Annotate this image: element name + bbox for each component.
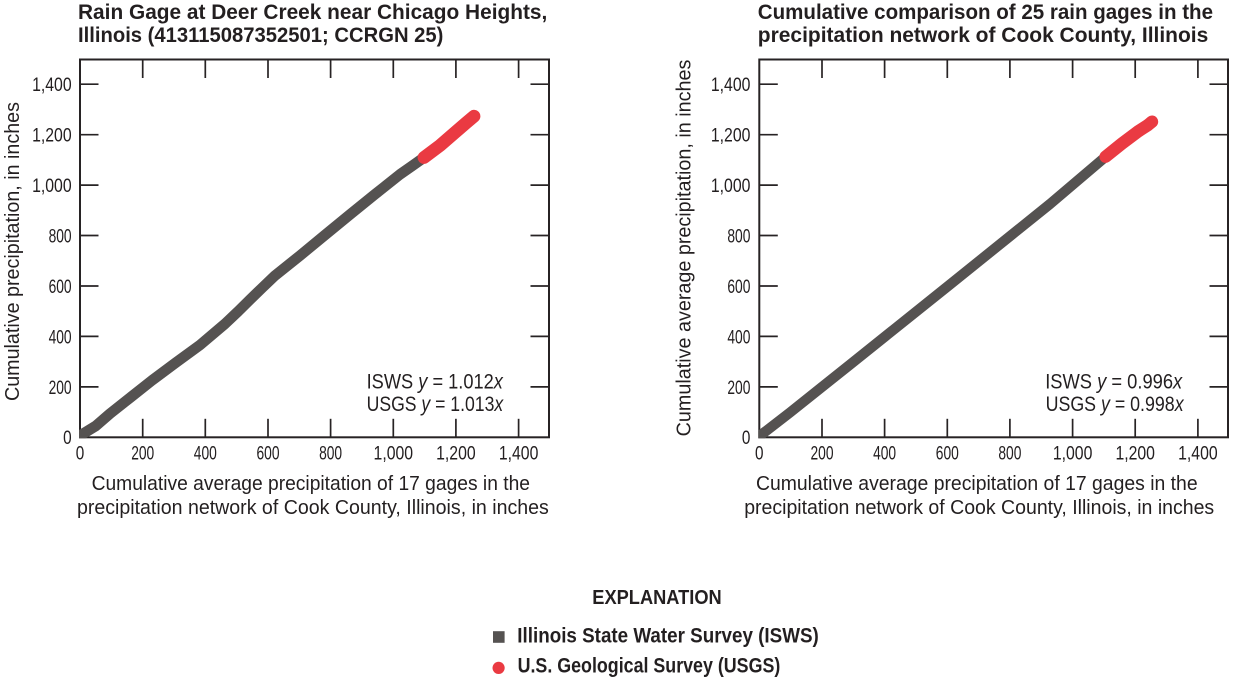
- svg-text:precipitation network of Cook: precipitation network of Cook County, Il…: [744, 497, 1214, 519]
- svg-text:1,200: 1,200: [436, 443, 476, 464]
- svg-text:0: 0: [76, 443, 85, 464]
- svg-text:Cumulative precipitation, in i: Cumulative precipitation, in inches: [2, 102, 24, 401]
- svg-text:200: 200: [49, 378, 72, 399]
- svg-text:0: 0: [742, 428, 751, 449]
- svg-text:1,000: 1,000: [711, 176, 751, 197]
- svg-text:800: 800: [49, 226, 72, 247]
- svg-text:Rain Gage at Deer Creek near C: Rain Gage at Deer Creek near Chicago Hei…: [78, 1, 547, 24]
- svg-text:1,400: 1,400: [32, 75, 72, 96]
- svg-text:600: 600: [49, 277, 72, 298]
- svg-text:Cumulative comparison of 25 ra: Cumulative comparison of 25 rain gages i…: [758, 1, 1213, 24]
- svg-text:600: 600: [257, 443, 280, 464]
- svg-text:Cumulative average precipitati: Cumulative average precipitation of 17 g…: [756, 473, 1198, 495]
- svg-text:1,400: 1,400: [711, 75, 751, 96]
- svg-text:400: 400: [194, 443, 217, 464]
- svg-text:400: 400: [873, 443, 896, 464]
- svg-text:1,200: 1,200: [32, 126, 72, 147]
- svg-text:1,400: 1,400: [1178, 443, 1218, 464]
- svg-text:1,200: 1,200: [711, 126, 751, 147]
- svg-text:0: 0: [63, 428, 72, 449]
- svg-text:EXPLANATION: EXPLANATION: [592, 587, 721, 609]
- svg-text:USGS y = 0.998x: USGS y = 0.998x: [1046, 393, 1185, 416]
- svg-text:600: 600: [936, 443, 959, 464]
- svg-text:200: 200: [811, 443, 834, 464]
- svg-text:U.S. Geological Survey (USGS): U.S. Geological Survey (USGS): [518, 655, 781, 678]
- svg-text:Illinois (413115087352501; CCR: Illinois (413115087352501; CCRGN 25): [78, 24, 443, 47]
- svg-text:0: 0: [755, 443, 764, 464]
- svg-text:1,200: 1,200: [1115, 443, 1155, 464]
- svg-text:600: 600: [727, 277, 750, 298]
- svg-text:ISWS y = 1.012x: ISWS y = 1.012x: [367, 371, 505, 394]
- svg-text:800: 800: [998, 443, 1021, 464]
- svg-text:ISWS y = 0.996x: ISWS y = 0.996x: [1045, 370, 1183, 393]
- svg-text:Cumulative average precipitati: Cumulative average precipitation of 17 g…: [92, 473, 530, 495]
- svg-text:1,000: 1,000: [374, 443, 414, 464]
- svg-text:USGS y = 1.013x: USGS y = 1.013x: [367, 393, 505, 416]
- svg-text:200: 200: [131, 443, 154, 464]
- svg-text:Cumulative average precipitati: Cumulative average precipitation, in inc…: [674, 60, 696, 437]
- svg-text:800: 800: [319, 443, 342, 464]
- svg-text:Illinois State Water Survey (I: Illinois State Water Survey (ISWS): [517, 624, 819, 647]
- svg-text:800: 800: [727, 226, 750, 247]
- svg-text:precipitation network of Cook: precipitation network of Cook County, Il…: [758, 24, 1209, 47]
- svg-text:1,000: 1,000: [32, 176, 72, 197]
- svg-text:200: 200: [727, 378, 750, 399]
- svg-text:400: 400: [727, 327, 750, 348]
- svg-text:1,400: 1,400: [499, 443, 539, 464]
- svg-text:precipitation network of Cook: precipitation network of Cook County, Il…: [77, 497, 549, 519]
- svg-text:1,000: 1,000: [1053, 443, 1093, 464]
- svg-text:400: 400: [49, 327, 72, 348]
